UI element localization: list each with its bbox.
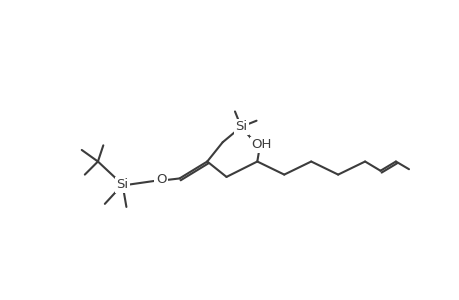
Text: Si: Si [235,120,246,134]
Text: Si: Si [116,178,129,191]
Text: O: O [156,173,166,187]
Text: OH: OH [251,138,271,151]
